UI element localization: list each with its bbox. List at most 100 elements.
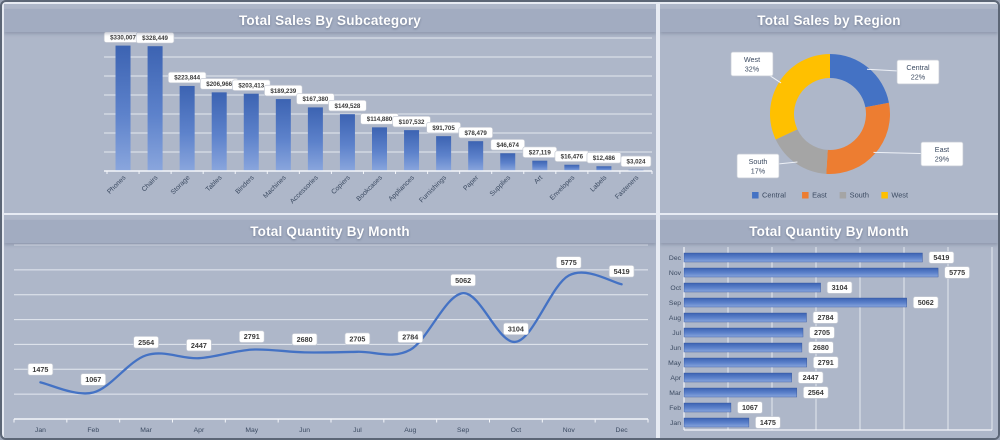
- category-label: Phones: [106, 174, 128, 196]
- point-label: 2705: [349, 334, 365, 343]
- bar-bookcases[interactable]: [372, 127, 387, 171]
- donut-slice-east[interactable]: [826, 102, 890, 175]
- category-label: Bookcases: [355, 174, 384, 203]
- bar-art[interactable]: [532, 160, 548, 171]
- month-label: Sep: [457, 427, 469, 434]
- point-label-box: [133, 336, 159, 349]
- panel-quantity-by-month-line: 1475 Jan 1067 Feb 2564 Mar 2447 Apr 2791 May 2680 J…: [4, 215, 656, 438]
- bar-jun[interactable]: [683, 342, 803, 353]
- point-label: 5062: [455, 276, 471, 285]
- point-label-box: [555, 256, 582, 269]
- bar-aug[interactable]: [683, 312, 807, 323]
- value-label: 5419: [933, 253, 949, 262]
- category-label: Supplies: [489, 174, 513, 198]
- value-label: 5062: [918, 298, 934, 307]
- callout-box-central: [896, 59, 940, 85]
- month-label: Jun: [670, 345, 681, 352]
- value-label: $167,380: [302, 96, 328, 103]
- value-label: $46,674: [497, 142, 520, 149]
- quantity-by-month-horizontal-bar-chart[interactable]: Dec 5419 Nov 5775 Oct 3104 Sep 5062 Aug 2784 Jul 27…: [660, 215, 998, 438]
- month-label: Dec: [616, 427, 629, 434]
- month-label: Jul: [672, 330, 681, 337]
- value-label: $91,705: [432, 125, 455, 132]
- bar-dec[interactable]: [683, 252, 923, 263]
- bar-machines[interactable]: [275, 99, 291, 171]
- point-label: 2447: [191, 341, 207, 350]
- value-label: 2705: [814, 328, 830, 337]
- bar-accessories[interactable]: [307, 107, 323, 171]
- bar-jul[interactable]: [683, 327, 804, 338]
- value-label: $203,413: [238, 82, 264, 89]
- point-label: 2791: [244, 332, 260, 341]
- month-label: Oct: [670, 285, 681, 292]
- bar-storage[interactable]: [179, 85, 195, 171]
- value-label: 2447: [803, 373, 819, 382]
- value-label-box: [755, 416, 781, 429]
- bar-copiers[interactable]: [339, 114, 355, 171]
- value-label-box: [167, 71, 207, 84]
- bar-tables[interactable]: [211, 92, 227, 171]
- donut-slice-south[interactable]: [775, 129, 828, 174]
- bar-apr[interactable]: [683, 372, 792, 383]
- quantity-line-series[interactable]: [39, 271, 623, 395]
- bar-envelopes[interactable]: [564, 164, 580, 171]
- bar-binders[interactable]: [243, 93, 259, 171]
- point-label: 2680: [297, 335, 313, 344]
- donut-slice-west[interactable]: [770, 54, 830, 140]
- bar-may[interactable]: [683, 357, 808, 368]
- point-label: 5775: [561, 258, 577, 267]
- value-label-box: [808, 341, 834, 354]
- bar-furnishings[interactable]: [436, 136, 452, 171]
- legend-swatch-central[interactable]: [752, 192, 759, 199]
- point-label: 2564: [138, 338, 154, 347]
- bar-phones[interactable]: [115, 45, 131, 172]
- point-label-box: [344, 332, 371, 345]
- category-label: Art: [533, 174, 544, 185]
- callout-name: South: [749, 157, 768, 166]
- month-label: May: [668, 360, 681, 367]
- bar-appliances[interactable]: [404, 130, 420, 171]
- point-label-box: [450, 273, 476, 287]
- category-label: Copiers: [330, 174, 352, 196]
- bar-jan[interactable]: [683, 417, 750, 428]
- bar-mar[interactable]: [683, 387, 798, 398]
- category-label: Appliances: [388, 174, 417, 203]
- donut-slice-central[interactable]: [830, 54, 889, 108]
- bar-sep[interactable]: [683, 297, 907, 308]
- value-label: $223,844: [174, 75, 200, 82]
- point-label-box: [238, 330, 265, 343]
- point-label-box: [27, 363, 54, 376]
- value-label: $3,024: [627, 159, 646, 166]
- bar-feb[interactable]: [683, 402, 732, 413]
- point-label: 1475: [32, 365, 48, 374]
- sales-by-subcategory-chart[interactable]: $330,007 Phones $328,449 Chairs $223,844 Stor…: [4, 4, 656, 213]
- category-label: Accessories: [289, 174, 320, 205]
- month-label: Oct: [511, 427, 522, 434]
- callout-pct: 29%: [935, 155, 950, 164]
- bar-chairs[interactable]: [147, 46, 163, 172]
- bar-supplies[interactable]: [500, 153, 516, 171]
- bar-oct[interactable]: [683, 282, 821, 293]
- quantity-by-month-line-chart[interactable]: 1475 Jan 1067 Feb 2564 Mar 2447 Apr 2791 May 2680 J…: [4, 215, 656, 438]
- month-label: Aug: [404, 427, 416, 434]
- value-label-box: [392, 115, 431, 128]
- legend-swatch-south[interactable]: [839, 192, 847, 199]
- callout-box-south: [736, 153, 780, 179]
- value-label-box: [803, 386, 829, 399]
- bar-paper[interactable]: [468, 141, 484, 171]
- chart-title-sales-by-region: Total Sales by Region: [660, 9, 998, 32]
- value-label-box: [296, 93, 335, 105]
- value-label-box: [264, 84, 303, 97]
- month-label: Dec: [669, 255, 682, 262]
- bar-labels[interactable]: [596, 166, 612, 171]
- callout-pct: 17%: [751, 167, 766, 176]
- point-label-box: [503, 322, 529, 336]
- legend-swatch-east[interactable]: [802, 192, 809, 199]
- bar-nov[interactable]: [683, 267, 939, 278]
- value-label: 1475: [760, 418, 776, 427]
- value-label: $16,476: [561, 153, 584, 160]
- legend-label-south: South: [850, 191, 869, 200]
- legend-swatch-west[interactable]: [881, 192, 888, 199]
